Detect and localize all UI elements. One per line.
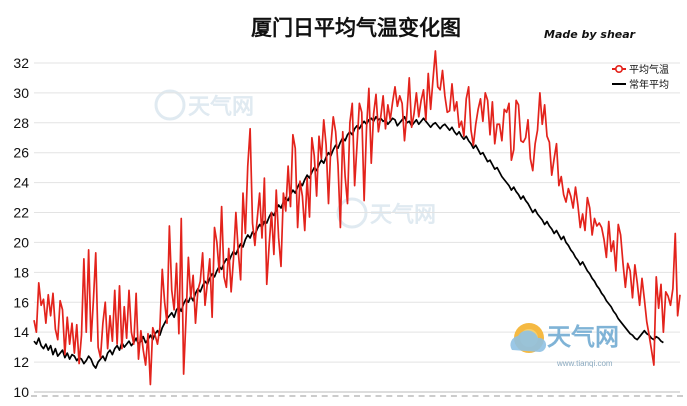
x-tick-mark (267, 395, 274, 397)
x-tick-mark (601, 395, 608, 397)
watermark-faint-2: 天气网 (336, 197, 436, 229)
x-tick-mark (461, 395, 468, 397)
x-tick-mark (472, 395, 479, 397)
y-tick-label: 18 (13, 264, 29, 280)
x-tick-mark (580, 395, 587, 397)
y-tick-label: 22 (13, 205, 29, 221)
x-tick-mark (95, 395, 102, 397)
x-tick-mark (203, 395, 210, 397)
x-tick-mark (558, 395, 565, 397)
y-tick-label: 10 (13, 384, 29, 400)
x-tick-mark (160, 395, 167, 397)
x-tick-mark (289, 395, 296, 397)
x-tick-mark (526, 395, 533, 397)
x-tick-mark (493, 395, 500, 397)
watermark-url: www.tianqi.com (556, 359, 613, 368)
svg-text:天气网: 天气网 (370, 202, 436, 228)
series-line-normal (33, 115, 664, 369)
x-tick-mark (31, 395, 37, 397)
svg-text:天气网: 天气网 (188, 94, 254, 120)
x-tick-mark (440, 395, 447, 397)
legend-label-normal: 常年平均 (629, 78, 669, 91)
chart-title: 厦门日平均气温变化图 (251, 16, 461, 40)
x-tick-mark (181, 395, 188, 397)
x-tick-mark (504, 395, 511, 397)
x-tick-mark (418, 395, 425, 397)
x-tick-mark (666, 395, 673, 397)
x-tick-mark (278, 395, 285, 397)
x-tick-mark (74, 395, 81, 397)
x-tick-mark (235, 395, 242, 397)
x-tick-mark (375, 395, 382, 397)
x-tick-mark (537, 395, 544, 397)
x-tick-mark (590, 395, 597, 397)
x-tick-mark (386, 395, 393, 397)
x-tick-mark (192, 395, 199, 397)
x-tick-mark (106, 395, 113, 397)
x-axis (31, 391, 683, 397)
y-tick-label: 30 (13, 85, 29, 101)
x-tick-mark (633, 395, 640, 397)
x-tick-mark (364, 395, 371, 397)
daily-series (33, 50, 681, 386)
x-tick-mark (41, 395, 48, 397)
x-tick-mark (138, 395, 145, 397)
x-tick-mark (300, 395, 307, 397)
watermark-brand: 天气网 (547, 323, 619, 351)
x-tick-mark (407, 395, 414, 397)
x-tick-mark (170, 395, 177, 397)
y-tick-label: 12 (13, 354, 29, 370)
normal-series (33, 115, 664, 369)
x-tick-mark (332, 395, 339, 397)
y-tick-label: 28 (13, 115, 29, 131)
watermark-faint-1: 天气网 (154, 89, 254, 121)
x-tick-mark (63, 395, 70, 397)
x-tick-mark (52, 395, 59, 397)
x-tick-mark (246, 395, 253, 397)
x-tick-mark (483, 395, 490, 397)
x-tick-mark (224, 395, 231, 397)
y-tick-label: 20 (13, 234, 29, 250)
x-tick-mark (569, 395, 576, 397)
x-tick-mark (450, 395, 457, 397)
chart-credit: Made by shear (544, 28, 636, 41)
x-tick-mark (343, 395, 350, 397)
series-line-daily (33, 50, 681, 386)
x-tick-mark (677, 395, 683, 397)
x-tick-mark (257, 395, 264, 397)
background-watermarks: 天气网 天气网 (154, 89, 436, 229)
y-axis: 10 12 14 16 18 20 22 24 26 28 30 32 (13, 55, 29, 400)
x-tick-mark (127, 395, 134, 397)
y-tick-label: 16 (13, 294, 29, 310)
y-tick-label: 24 (13, 175, 29, 191)
x-tick-mark (655, 395, 662, 397)
x-tick-mark (84, 395, 91, 397)
x-tick-mark (397, 395, 404, 397)
x-tick-mark (310, 395, 317, 397)
legend-item-normal: 常年平均 (612, 78, 669, 91)
legend: 平均气温 常年平均 (612, 63, 669, 91)
sun-cloud-logo-icon (510, 323, 547, 353)
x-tick-mark (644, 395, 651, 397)
x-tick-mark (117, 395, 124, 397)
x-tick-mark (214, 395, 221, 397)
legend-item-daily: 平均气温 (612, 63, 669, 76)
y-tick-label: 32 (13, 55, 29, 71)
x-tick-mark (149, 395, 156, 397)
y-tick-label: 26 (13, 145, 29, 161)
x-tick-mark (321, 395, 328, 397)
y-tick-label: 14 (13, 324, 29, 340)
x-tick-mark (612, 395, 619, 397)
x-tick-mark (623, 395, 630, 397)
x-tick-mark (354, 395, 360, 397)
x-tick-mark (515, 395, 522, 397)
brand-watermark: 天气网 www.tianqi.com (510, 323, 619, 368)
x-tick-mark (429, 395, 436, 397)
legend-label-daily: 平均气温 (629, 63, 669, 76)
x-tick-mark (547, 395, 554, 397)
legend-marker-daily (614, 65, 623, 74)
